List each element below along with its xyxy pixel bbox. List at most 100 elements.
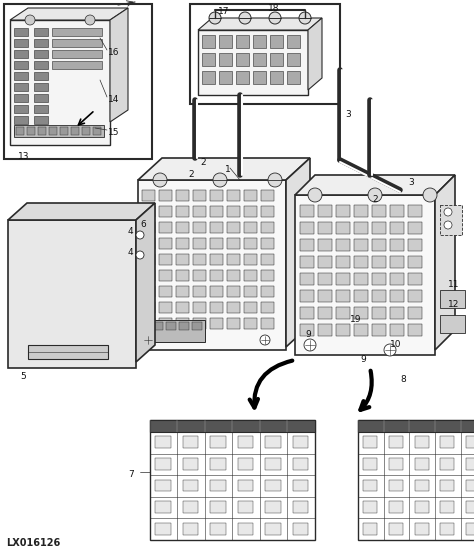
Bar [193,190,206,201]
Text: 10: 10 [390,340,401,349]
Bar [227,286,240,297]
Bar [318,290,332,302]
Bar [82,127,90,135]
Bar [408,324,422,336]
Circle shape [239,12,251,24]
Bar [300,307,314,319]
Bar [34,28,48,36]
Text: 18: 18 [268,4,280,13]
Bar [261,222,274,233]
Bar [354,290,368,302]
Bar [227,190,240,201]
Bar [261,238,274,249]
Bar [293,480,308,491]
Bar [210,480,226,491]
Bar [219,71,232,84]
Bar [150,420,315,540]
Bar [138,180,286,350]
Text: 14: 14 [108,95,119,104]
Bar [236,35,249,48]
Bar [210,238,223,249]
Bar [408,290,422,302]
Bar [183,458,198,470]
Bar [293,501,308,513]
Bar [14,39,28,47]
Text: 6: 6 [140,220,146,229]
Bar [244,238,257,249]
Bar [193,302,206,313]
Bar [16,127,24,135]
Bar [372,324,386,336]
Bar [210,302,223,313]
Bar [466,501,474,513]
Bar [159,254,172,265]
Bar [354,256,368,268]
Bar [318,205,332,217]
Bar [354,205,368,217]
Bar [261,286,274,297]
Bar [440,458,455,470]
Bar [210,286,223,297]
Bar [142,190,155,201]
Bar [238,458,253,470]
Bar [363,501,377,513]
Bar [210,254,223,265]
Bar [336,222,350,234]
Bar [159,222,172,233]
Bar [318,256,332,268]
Bar [210,222,223,233]
Bar [261,302,274,313]
Text: 4: 4 [128,227,134,236]
Circle shape [299,12,311,24]
Bar [49,127,57,135]
Bar [210,523,226,535]
Bar [354,307,368,319]
Bar [300,239,314,251]
Bar [34,116,48,124]
Bar [27,127,35,135]
Bar [270,35,283,48]
Bar [155,458,171,470]
Bar [415,458,428,470]
Bar [466,458,474,470]
Bar [193,254,206,265]
Bar [300,273,314,285]
Circle shape [444,221,452,229]
Circle shape [444,208,452,216]
Polygon shape [286,158,310,347]
Text: 2: 2 [188,170,193,179]
Bar [193,318,206,329]
Bar [390,273,404,285]
Bar [10,20,110,145]
Bar [210,270,223,281]
Bar [336,205,350,217]
Bar [440,437,455,448]
Bar [159,190,172,201]
Bar [155,480,171,491]
Bar [293,458,308,470]
Bar [261,270,274,281]
Bar [202,71,215,84]
Circle shape [368,188,382,202]
Bar [142,206,155,217]
Circle shape [136,251,144,259]
Bar [318,273,332,285]
Bar [150,420,315,432]
Bar [193,206,206,217]
Text: 4: 4 [128,248,134,257]
Bar [287,35,300,48]
Bar [244,270,257,281]
Bar [14,28,28,36]
Circle shape [209,12,221,24]
Bar [415,480,428,491]
Bar [408,239,422,251]
Bar [390,222,404,234]
Bar [363,480,377,491]
Bar [176,270,189,281]
Bar [440,315,465,333]
Bar [227,302,240,313]
Circle shape [213,173,227,187]
Polygon shape [295,175,455,195]
Text: 3: 3 [345,110,351,119]
Bar [179,322,189,330]
